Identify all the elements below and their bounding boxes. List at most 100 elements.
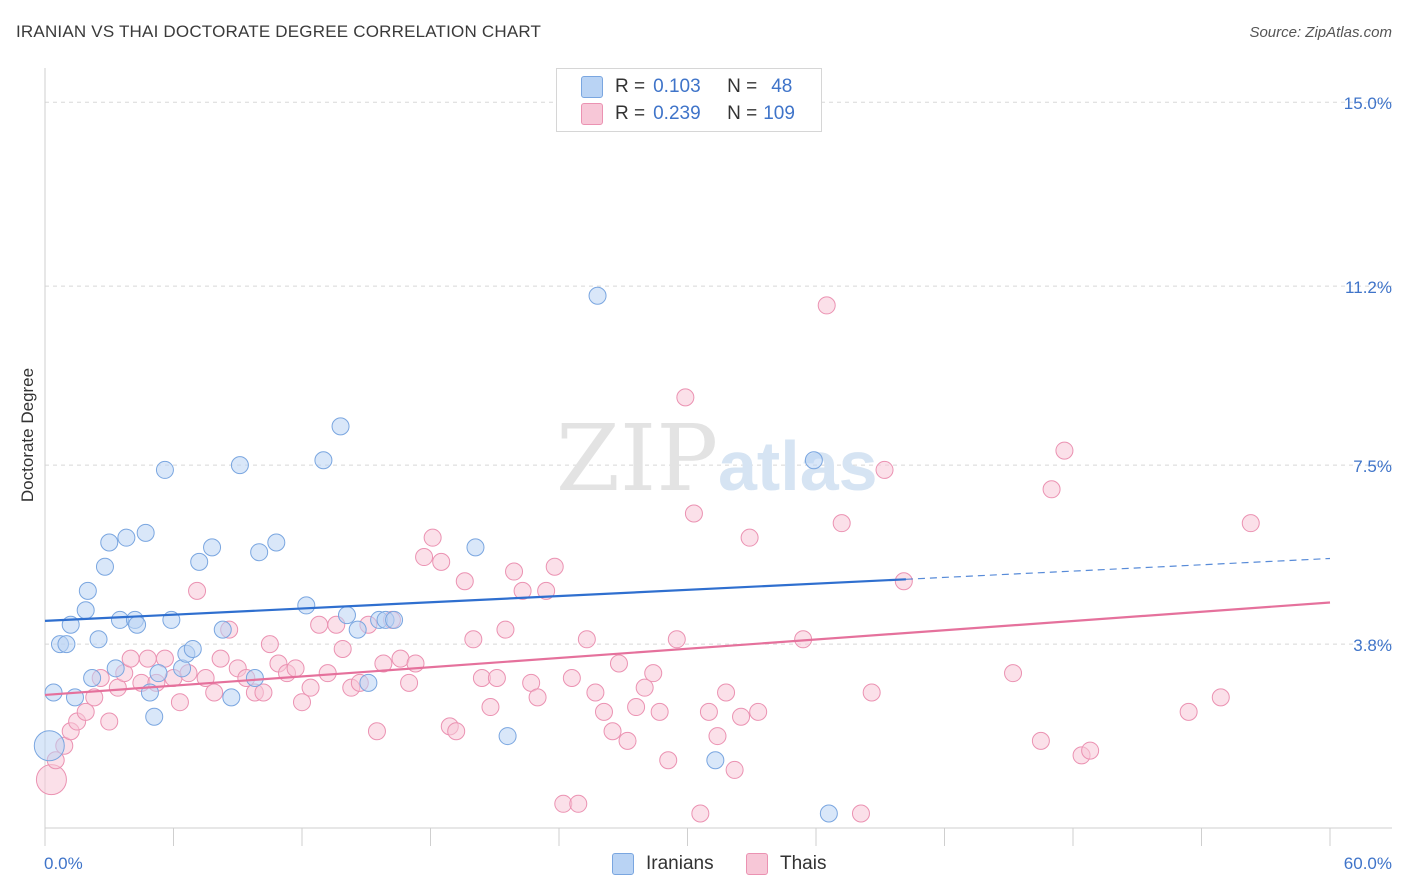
iranians-point xyxy=(136,523,155,542)
iranians-point xyxy=(819,804,838,823)
data-points xyxy=(33,286,1260,823)
r-label: R = xyxy=(615,76,646,97)
thais-point xyxy=(609,654,628,673)
tick-labels: 3.8% 7.5% 11.2% 15.0% 0.0% 60.0% xyxy=(44,94,1392,873)
source-label: Source: ZipAtlas.com xyxy=(1249,24,1392,41)
thais-point xyxy=(577,630,596,649)
iranians-point xyxy=(297,596,316,615)
chart-title: IRANIAN VS THAI DOCTORATE DEGREE CORRELA… xyxy=(16,22,542,41)
thais-point xyxy=(667,630,686,649)
iranians-point xyxy=(466,538,485,557)
thais-point xyxy=(1055,441,1074,460)
iranians-point xyxy=(348,620,367,639)
iranians-point xyxy=(106,659,125,678)
thais-point xyxy=(170,693,189,712)
thais-point xyxy=(817,296,836,315)
r-value-thais: 0.239 xyxy=(653,103,701,124)
thais-point xyxy=(391,649,410,668)
thais-point xyxy=(684,504,703,523)
thais-point xyxy=(310,615,329,634)
thais-point xyxy=(659,751,678,770)
thais-point xyxy=(505,562,524,581)
legend-row-thais: R = 0.239 N = 109 xyxy=(581,102,795,126)
thais-point xyxy=(415,548,434,567)
thais-point xyxy=(1179,702,1198,721)
iranians-point xyxy=(706,751,725,770)
thais-point xyxy=(569,794,588,813)
iranians-point xyxy=(588,286,607,305)
iranians-point xyxy=(498,727,517,746)
thais-legend-label: Thais xyxy=(780,853,827,874)
watermark-atlas: atlas xyxy=(718,427,878,505)
thais-point xyxy=(528,688,547,707)
iranians-point xyxy=(57,635,76,654)
thais-point xyxy=(1004,664,1023,683)
thais-point xyxy=(254,683,273,702)
thais-point xyxy=(627,698,646,717)
thais-point xyxy=(432,552,451,571)
thais-point xyxy=(618,731,637,750)
thais-point xyxy=(676,388,695,407)
iranians-point xyxy=(149,664,168,683)
iranians-point xyxy=(78,581,97,600)
x-tick-label: 60.0% xyxy=(1344,854,1392,873)
thais-point xyxy=(333,639,352,658)
thais-point xyxy=(293,693,311,712)
iranians-point xyxy=(222,688,241,707)
iranians-point xyxy=(359,673,378,692)
thais-point xyxy=(894,572,913,591)
iranians-point xyxy=(230,456,249,475)
thais-point xyxy=(513,581,532,600)
iranians-point xyxy=(128,615,147,634)
thais-point xyxy=(447,722,466,741)
thais-point xyxy=(76,702,95,721)
thais-point xyxy=(367,722,386,741)
watermark: ZIP atlas xyxy=(556,405,878,512)
thais-point xyxy=(121,649,140,668)
thais-point xyxy=(211,649,230,668)
thais-point xyxy=(603,722,622,741)
thais-point xyxy=(586,683,605,702)
iranians-point xyxy=(183,639,202,658)
y-axis-label: Doctorate Degree xyxy=(18,367,37,503)
thais-point xyxy=(644,664,663,683)
thais-point xyxy=(862,683,881,702)
thais-point xyxy=(699,702,718,721)
iranians-point xyxy=(155,460,174,479)
thais-point xyxy=(205,683,224,702)
iranians-point xyxy=(331,417,350,436)
iranians-point xyxy=(385,610,404,629)
thais-point xyxy=(85,688,104,707)
iranians-point xyxy=(804,451,823,470)
thais-swatch xyxy=(581,103,603,125)
thais-point xyxy=(1081,741,1100,760)
y-tick-label: 3.8% xyxy=(1353,636,1392,655)
iranians-point xyxy=(203,538,222,557)
thais-point xyxy=(749,702,768,721)
thais-point xyxy=(286,659,305,678)
thais-point xyxy=(1211,688,1230,707)
thais-point xyxy=(481,698,500,717)
thais-point xyxy=(400,673,419,692)
x-tick-label: 0.0% xyxy=(44,854,83,873)
iranians-point xyxy=(110,610,129,629)
iranians-point xyxy=(83,669,102,687)
thais-point xyxy=(554,794,573,813)
thais-point xyxy=(635,678,654,697)
n-label: N = xyxy=(727,76,758,97)
iranians-legend-swatch xyxy=(612,853,634,875)
n-value-thais: 109 xyxy=(763,103,795,124)
iranians-point xyxy=(44,683,63,702)
thais-point xyxy=(832,514,851,533)
y-tick-label: 7.5% xyxy=(1353,457,1392,476)
thais-point xyxy=(717,683,736,702)
thais-point xyxy=(594,702,613,721)
iranians-point xyxy=(95,557,114,576)
thais-point xyxy=(472,669,491,687)
iranians-swatch xyxy=(581,76,603,98)
r-value-iranians: 0.103 xyxy=(653,76,701,97)
iranians-point xyxy=(250,543,269,562)
thais-point xyxy=(725,760,744,779)
thais-point xyxy=(537,581,556,600)
